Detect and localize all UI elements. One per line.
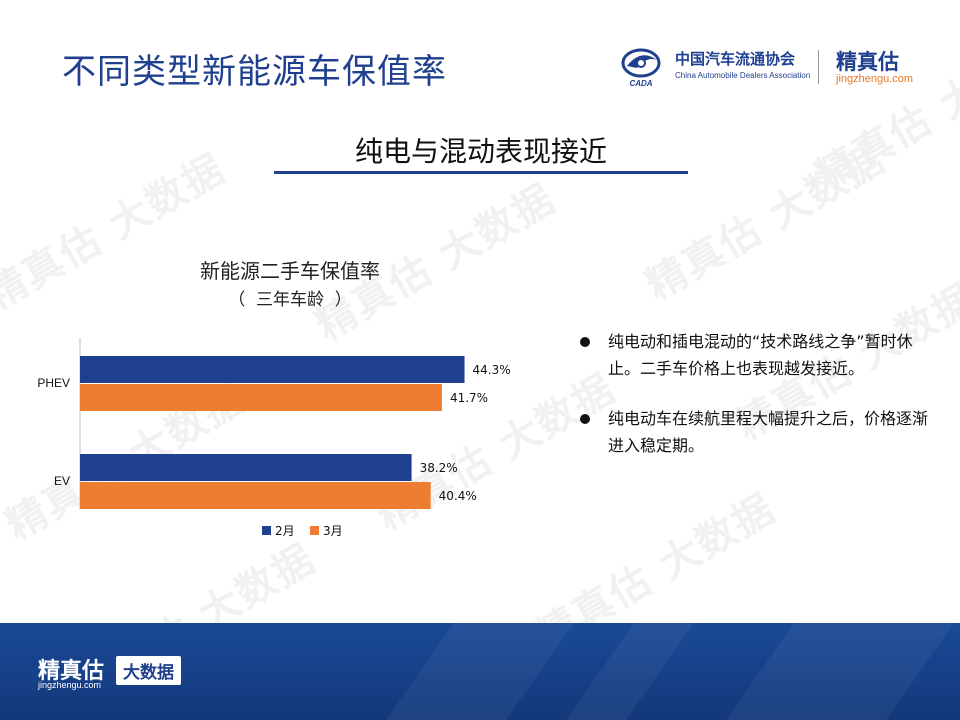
footer-band: 精真估 jingzhengu.com 大数据 [0, 623, 960, 720]
chart-subtitle: （ 三年车龄 ） [228, 290, 352, 310]
footer-badge: 大数据 [116, 656, 181, 685]
logo-divider [818, 50, 819, 84]
category-label: PHEV [37, 376, 70, 390]
data-label: 40.4% [439, 489, 477, 503]
cada-name-en: China Automobile Dealers Association [675, 71, 811, 80]
bullet-text: 纯电动和插电混动的“技术路线之争”暂时休止。二手车价格上也表现越发接近。 [608, 332, 913, 378]
bullet-text: 纯电动车在续航里程大幅提升之后，价格逐渐进入稳定期。 [608, 409, 929, 455]
legend-swatch [310, 526, 319, 535]
cada-name-cn: 中国汽车流通协会 [675, 50, 796, 68]
legend-label: 3月 [323, 524, 343, 538]
footer-decoration [386, 623, 574, 720]
footer-decoration [566, 623, 694, 720]
cada-logo-icon: CADA [621, 48, 661, 88]
subtitle-underline [274, 171, 688, 174]
jingzhengu-url: jingzhengu.com [836, 73, 914, 85]
bar-chart: PHEV 44.3% 41.7% EV 38.2% 40.4% 2月 3月 [37, 338, 511, 538]
bullet-item: 纯电动车在续航里程大幅提升之后，价格逐渐进入稳定期。 [578, 405, 928, 459]
data-label: 41.7% [450, 391, 488, 405]
bullet-list: 纯电动和插电混动的“技术路线之争”暂时休止。二手车价格上也表现越发接近。 纯电动… [578, 328, 928, 482]
chart-title: 新能源二手车保值率 [200, 259, 380, 283]
legend-swatch [262, 526, 271, 535]
bullet-dot-icon [580, 414, 590, 424]
data-label: 44.3% [473, 363, 511, 377]
page-title: 不同类型新能源车保值率 [62, 52, 447, 92]
bar-phev-1 [80, 384, 442, 411]
jingzhengu-logo: 精真估 [836, 50, 899, 74]
category-label: EV [54, 474, 70, 488]
bullet-dot-icon [580, 337, 590, 347]
footer-decoration [726, 623, 954, 720]
bar-ev-0 [80, 454, 412, 481]
legend-label: 2月 [275, 524, 295, 538]
header-logos: CADA 中国汽车流通协会 China Automobile Dealers A… [615, 44, 935, 92]
bar-ev-1 [80, 482, 431, 509]
footer-url: jingzhengu.com [38, 680, 102, 690]
svg-text:CADA: CADA [629, 79, 652, 88]
footer-brand: 精真估 [38, 659, 105, 684]
data-label: 38.2% [420, 461, 458, 475]
bar-phev-0 [80, 356, 465, 383]
bullet-item: 纯电动和插电混动的“技术路线之争”暂时休止。二手车价格上也表现越发接近。 [578, 328, 928, 382]
section-subtitle: 纯电与混动表现接近 [354, 135, 607, 168]
